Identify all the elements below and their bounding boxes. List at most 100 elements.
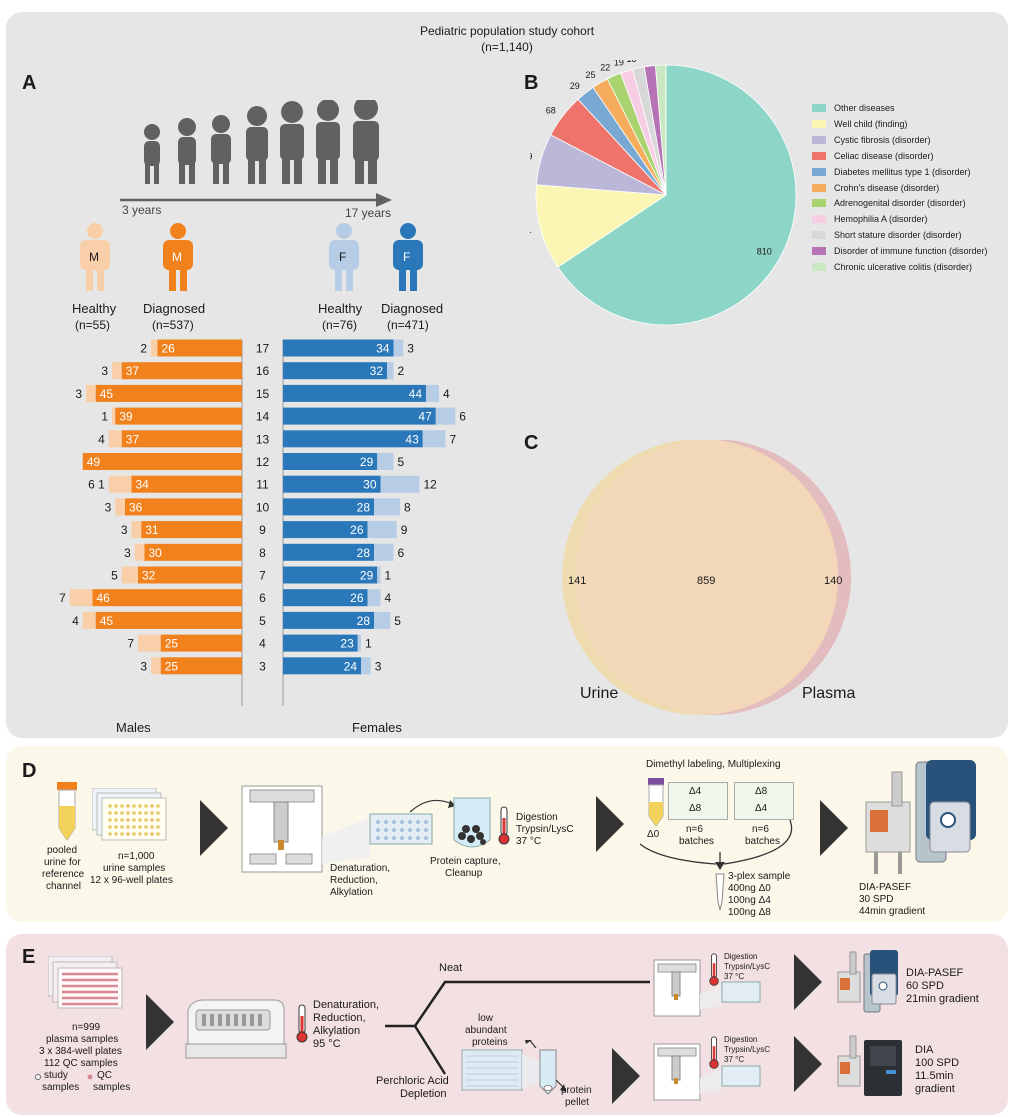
bar-female-diagnosed — [283, 453, 378, 470]
bar-female-healthy — [357, 634, 361, 652]
bar-male-diagnosed — [131, 475, 242, 493]
digestion-e-text: Trypsin/LysC — [724, 1045, 771, 1054]
legend-label: Disorder of immune function (disorder) — [834, 246, 988, 257]
plasma-samples-text: n=999 — [72, 1022, 101, 1033]
bar-male-healthy — [82, 611, 96, 629]
capture-text: Cleanup — [445, 868, 483, 879]
pie-value-label: 22 — [600, 63, 610, 73]
bar-value-label: 30 — [363, 478, 377, 492]
legend-swatch — [812, 183, 826, 192]
legend-swatch — [812, 231, 826, 240]
thermometer-icon — [709, 1036, 719, 1069]
bar-male-diagnosed — [82, 453, 242, 470]
pie-value-label: 131 — [530, 225, 531, 235]
liquid-handler-icon — [653, 1043, 761, 1101]
legend-label: Other diseases — [834, 103, 895, 113]
bar-value-label: 4 — [443, 387, 450, 401]
bar-female-diagnosed — [283, 498, 374, 516]
group-n: (n=55) — [75, 318, 111, 332]
bar-female-healthy — [426, 384, 439, 402]
age-tick-label: 9 — [259, 523, 266, 537]
cohort-subtitle: (n=1,140) — [481, 40, 533, 54]
children-silhouettes — [144, 100, 379, 184]
bar-value-label: 2 — [398, 364, 405, 378]
bar-value-label: 32 — [142, 569, 156, 583]
age-tick-label: 13 — [256, 432, 270, 446]
age-tick-label: 16 — [256, 364, 270, 378]
thermometer-icon — [296, 1004, 308, 1043]
bar-female-diagnosed — [283, 430, 423, 448]
bar-female-healthy — [367, 589, 381, 607]
plate-label: Δ4 — [755, 803, 768, 814]
person-icon — [80, 223, 110, 291]
ms-e1-text: 21min gradient — [906, 993, 979, 1005]
bar-male-healthy — [69, 589, 93, 607]
plasma-plate-stack-icon — [48, 956, 123, 1009]
disease-pie-chart: 810 131 79 68 29 25 22 19181716 — [530, 60, 797, 326]
bar-female-diagnosed — [283, 543, 374, 561]
step-arrow-icon — [596, 796, 624, 852]
bar-value-label: 45 — [100, 614, 114, 628]
mix-text: 100ng Δ8 — [728, 907, 771, 918]
legend-label: Crohn's disease (disorder) — [834, 182, 940, 193]
bar-value-label: 26 — [162, 342, 176, 356]
age-end-label: 17 years — [345, 206, 392, 220]
bar-value-label: 7 — [59, 591, 66, 605]
bar-value-label: 43 — [405, 432, 419, 446]
bar-female-diagnosed — [283, 339, 394, 357]
legend-label: Chronic ulcerative colitis (disorder) — [834, 262, 973, 272]
mix-text: 3-plex sample — [728, 871, 791, 882]
pie-value-label: 29 — [570, 81, 580, 91]
venn-plasma-only: 140 — [824, 575, 843, 587]
pie-legend-item: Celiac disease (disorder) — [812, 148, 934, 164]
prep-e-text: Denaturation, — [313, 999, 380, 1011]
digestion-text: Digestion — [516, 812, 558, 823]
plate-d4-d8 — [668, 782, 728, 820]
bar-male-diagnosed — [144, 543, 242, 561]
bar-male-healthy — [115, 498, 125, 516]
bar-value-label: 5 — [111, 569, 118, 583]
legend-study-text: study — [44, 1070, 68, 1081]
thermometer-icon — [498, 806, 510, 845]
bar-value-label: 4 — [98, 432, 105, 446]
pie-legend-item: Short stature disorder (disorder) — [812, 227, 962, 243]
bar-value-label: 1 — [365, 637, 372, 651]
pie-value-label: 68 — [546, 105, 556, 115]
plate-d8-d4 — [734, 782, 794, 820]
bar-value-label: 34 — [136, 478, 150, 492]
legend-swatch — [812, 119, 826, 128]
bar-value-label: 39 — [119, 410, 133, 424]
bar-value-label: 47 — [418, 410, 432, 424]
pie-slice — [557, 64, 797, 326]
legend-swatch — [812, 215, 826, 224]
pie-legend-item: Other diseases — [812, 100, 895, 116]
group-label: Healthy — [318, 301, 363, 316]
bar-value-label: 25 — [165, 637, 179, 651]
child-silhouette — [178, 118, 196, 184]
prep-e-text: Alkylation — [313, 1025, 361, 1037]
plate-label: Δ4 — [689, 786, 702, 797]
bar-male-diagnosed — [157, 339, 242, 357]
capture-text: Protein capture, — [430, 856, 501, 867]
legend-swatch — [812, 247, 826, 256]
step-arrow-icon — [612, 1048, 640, 1104]
pie-legend-item: Diabetes mellitus type 1 (disorder) — [812, 164, 971, 180]
bar-value-label: 29 — [360, 569, 374, 583]
bar-value-label: 37 — [126, 432, 140, 446]
bar-female-healthy — [367, 521, 397, 539]
bar-male-healthy — [108, 430, 122, 448]
age-tick-label: 14 — [256, 410, 270, 424]
age-start-label: 3 years — [122, 203, 162, 217]
legend-label: Adrenogenital disorder (disorder) — [834, 198, 966, 209]
bar-value-label: 3 — [121, 523, 128, 537]
bar-value-label: 28 — [357, 546, 371, 560]
bar-male-diagnosed — [115, 407, 242, 425]
bar-female-healthy — [393, 339, 404, 357]
bar-male-healthy — [121, 566, 138, 584]
legend-label: Cystic fibrosis (disorder) — [834, 134, 931, 145]
pie-value-label: 810 — [757, 247, 772, 257]
bar-value-label: 25 — [165, 659, 179, 673]
batches-text: batches — [745, 836, 781, 847]
plasma-samples-text: 3 x 384-well plates — [39, 1046, 122, 1057]
